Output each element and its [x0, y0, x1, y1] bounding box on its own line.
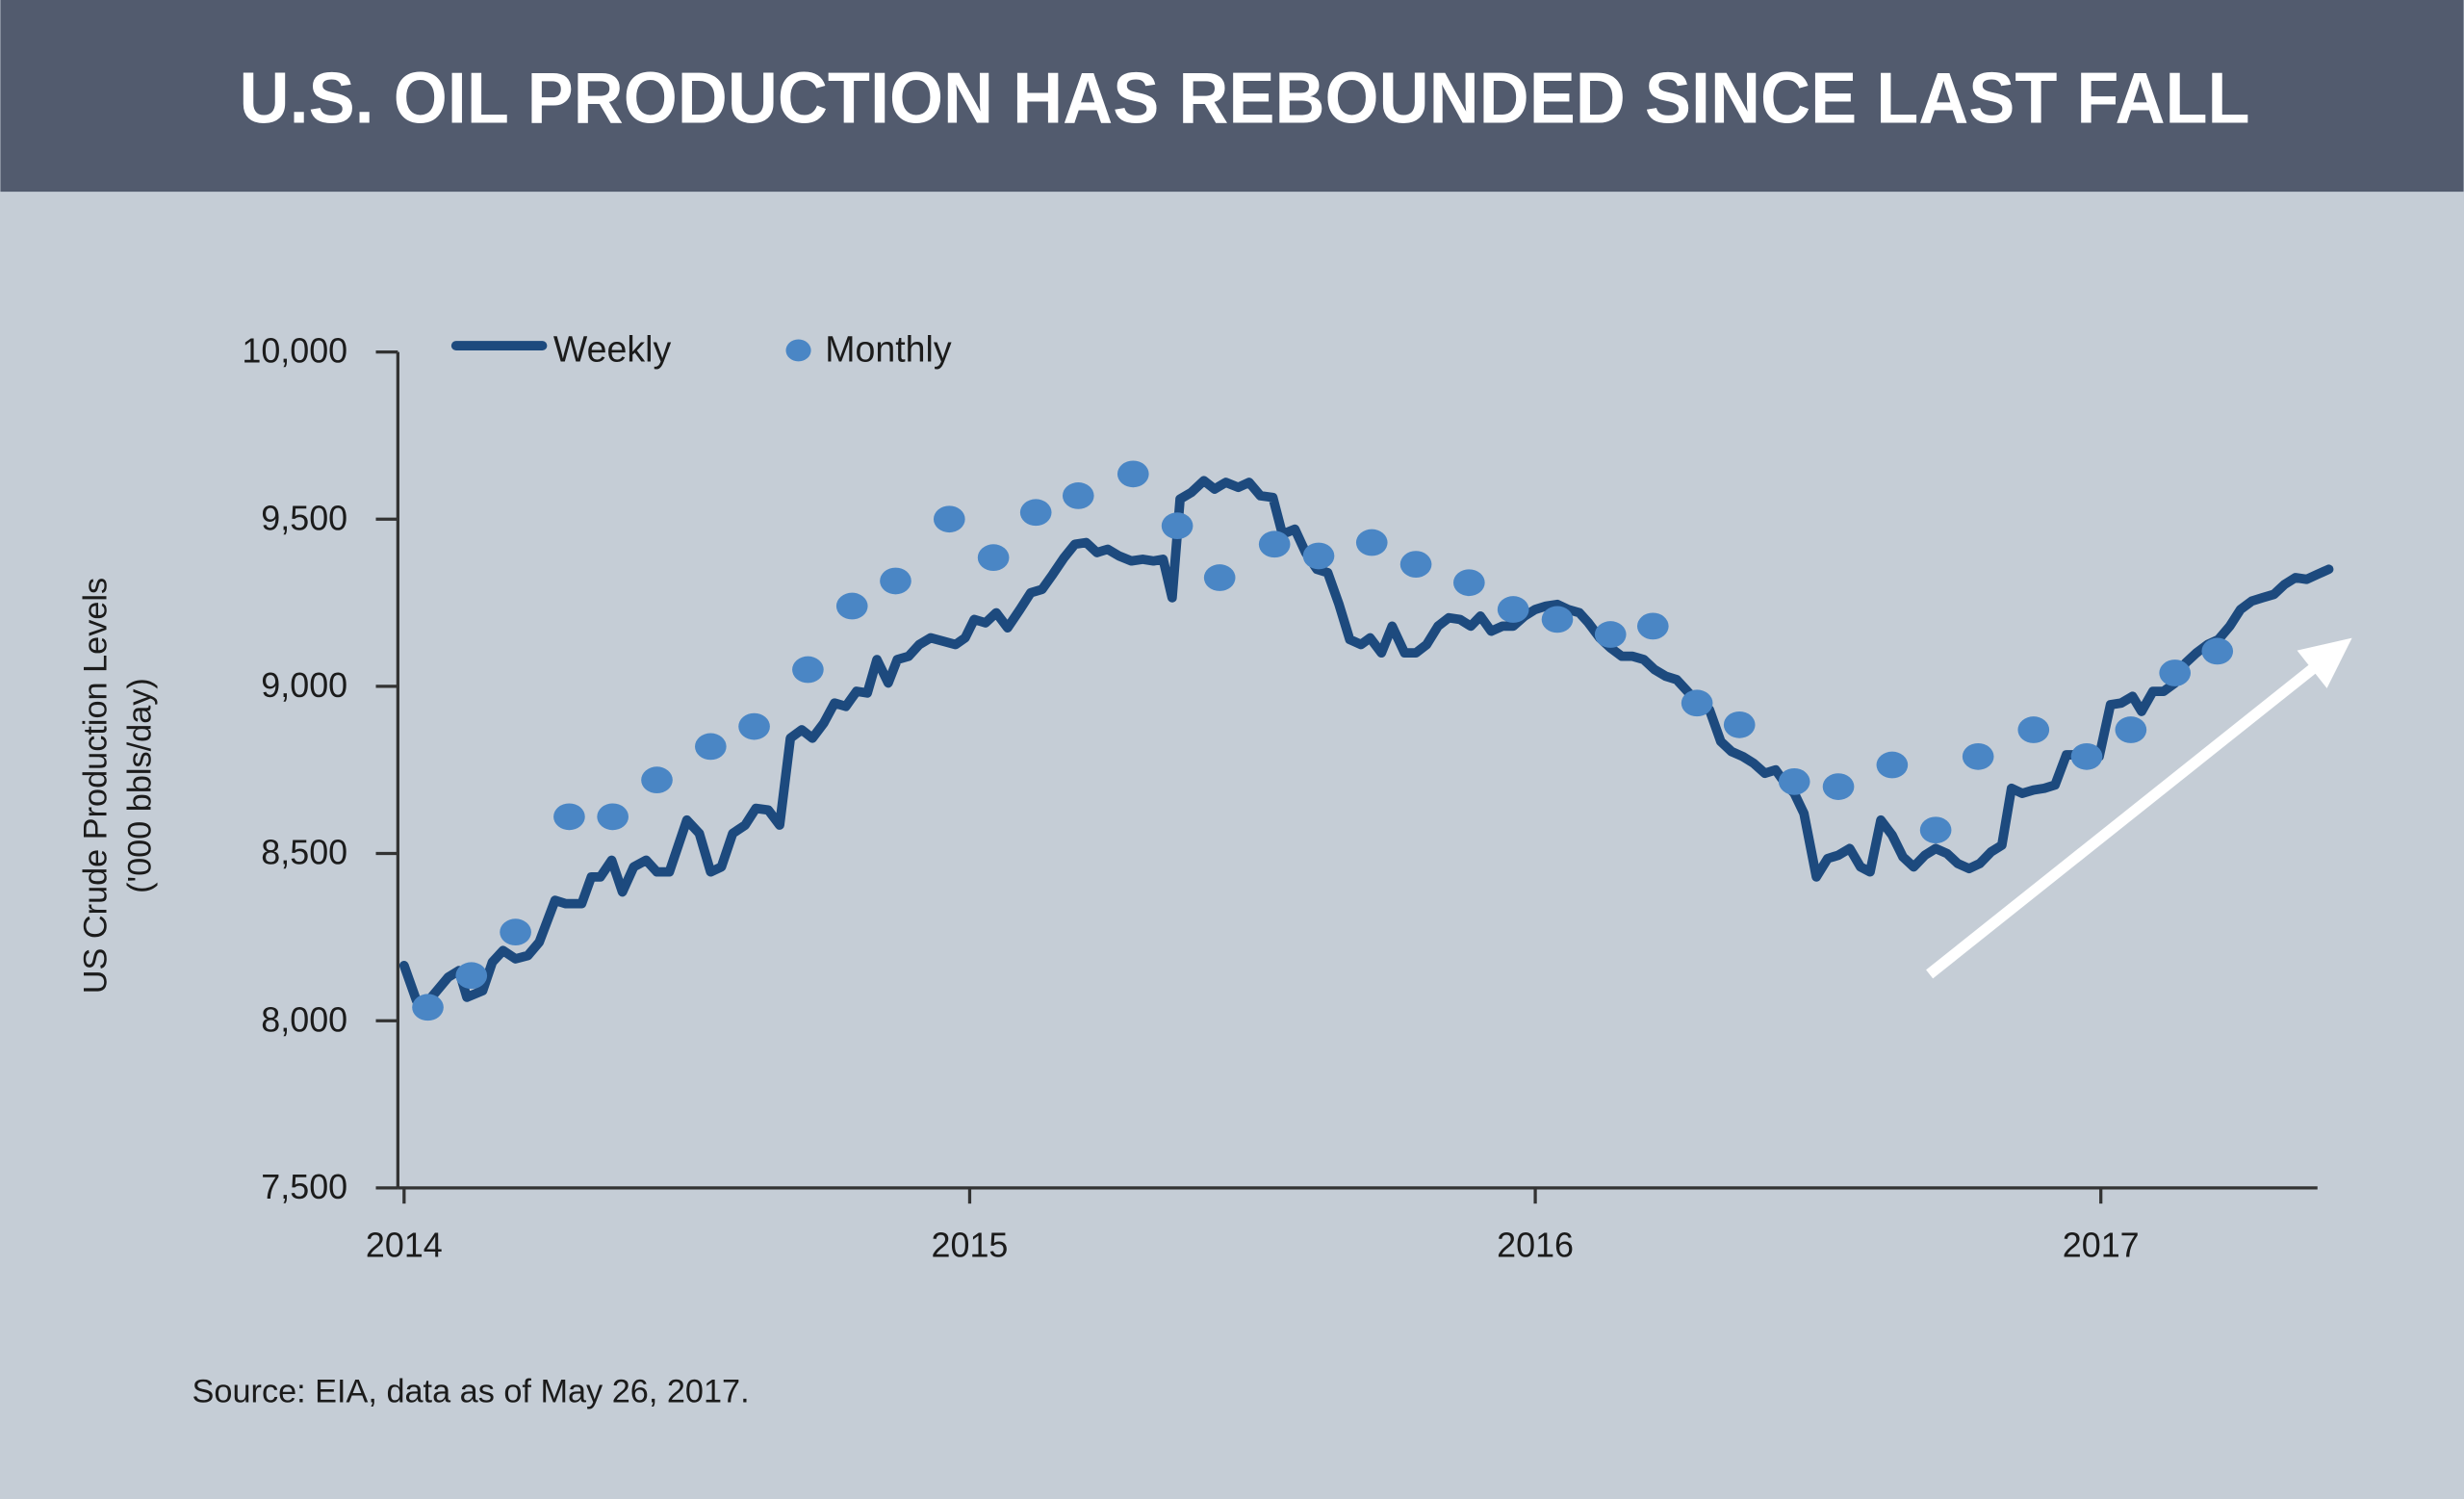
- trend-arrow: [1926, 637, 2352, 979]
- monthly-dot: [553, 803, 585, 831]
- monthly-dot: [1116, 460, 1149, 488]
- source-note: Source: EIA, data as of May 26, 2017.: [192, 1374, 750, 1410]
- arrow-head: [2297, 637, 2352, 688]
- monthly-dot: [1161, 512, 1194, 540]
- monthly-dot: [933, 505, 965, 533]
- monthly-dot: [1497, 596, 1529, 623]
- monthly-dot: [1636, 612, 1669, 640]
- monthly-dot: [2115, 716, 2147, 743]
- y-tick-label: 8,500: [261, 834, 347, 872]
- monthly-dot: [1723, 711, 1756, 738]
- header-band: [0, 0, 2464, 193]
- monthly-dot: [641, 766, 673, 794]
- monthly-dot: [1258, 530, 1291, 558]
- monthly-dot: [1019, 499, 1052, 527]
- y-axis-label: ('000 bbls/day): [121, 678, 158, 893]
- monthly-dot: [1822, 773, 1855, 800]
- y-axis-label: US Crude Production Levels: [78, 578, 115, 994]
- monthly-dot: [1203, 564, 1236, 591]
- y-tick-label: 8,000: [261, 1000, 347, 1039]
- legend-label: Weekly: [553, 328, 672, 369]
- monthly-dot: [1355, 529, 1388, 556]
- monthly-dot: [1541, 606, 1574, 633]
- monthly-dot: [1681, 689, 1713, 717]
- y-tick-label: 10,000: [242, 332, 347, 371]
- monthly-dot: [1399, 551, 1432, 578]
- monthly-dot: [1778, 768, 1810, 795]
- monthly-dot: [1962, 742, 1994, 770]
- monthly-dot: [977, 544, 1010, 572]
- monthly-dot: [1453, 569, 1485, 597]
- monthly-dot: [2070, 742, 2103, 770]
- y-tick-label: 9,500: [261, 499, 347, 537]
- monthly-dot: [2159, 659, 2192, 686]
- arrow-shaft: [1926, 661, 2320, 979]
- weekly-line: [398, 476, 2334, 1011]
- monthly-dot: [2017, 716, 2050, 743]
- monthly-dot: [412, 994, 444, 1021]
- monthly-dot: [792, 656, 824, 684]
- chart-title: U.S. OIL PRODUCTION HAS REBOUNDED SINCE …: [240, 58, 2250, 139]
- legend-label: Monthly: [825, 328, 952, 369]
- x-tick-label: 2017: [2063, 1226, 2140, 1264]
- monthly-dot: [738, 712, 770, 740]
- y-tick-label: 7,500: [261, 1168, 347, 1206]
- monthly-dot: [1062, 482, 1094, 509]
- x-tick-label: 2016: [1497, 1226, 1574, 1264]
- monthly-dot: [500, 918, 531, 946]
- monthly-dot: [1876, 751, 1909, 779]
- monthly-dot: [1594, 621, 1627, 648]
- legend-swatch: [785, 339, 811, 362]
- monthly-dot: [835, 592, 868, 620]
- x-tick-label: 2015: [932, 1226, 1009, 1264]
- monthly-dot: [2201, 637, 2234, 665]
- monthly-dot: [1919, 816, 1952, 844]
- y-tick-label: 9,000: [261, 666, 347, 705]
- x-tick-label: 2014: [366, 1226, 443, 1264]
- monthly-dot: [455, 962, 488, 990]
- monthly-dot: [880, 567, 911, 595]
- monthly-dot: [1302, 542, 1335, 570]
- monthly-dot: [597, 803, 629, 831]
- monthly-dot: [695, 733, 727, 761]
